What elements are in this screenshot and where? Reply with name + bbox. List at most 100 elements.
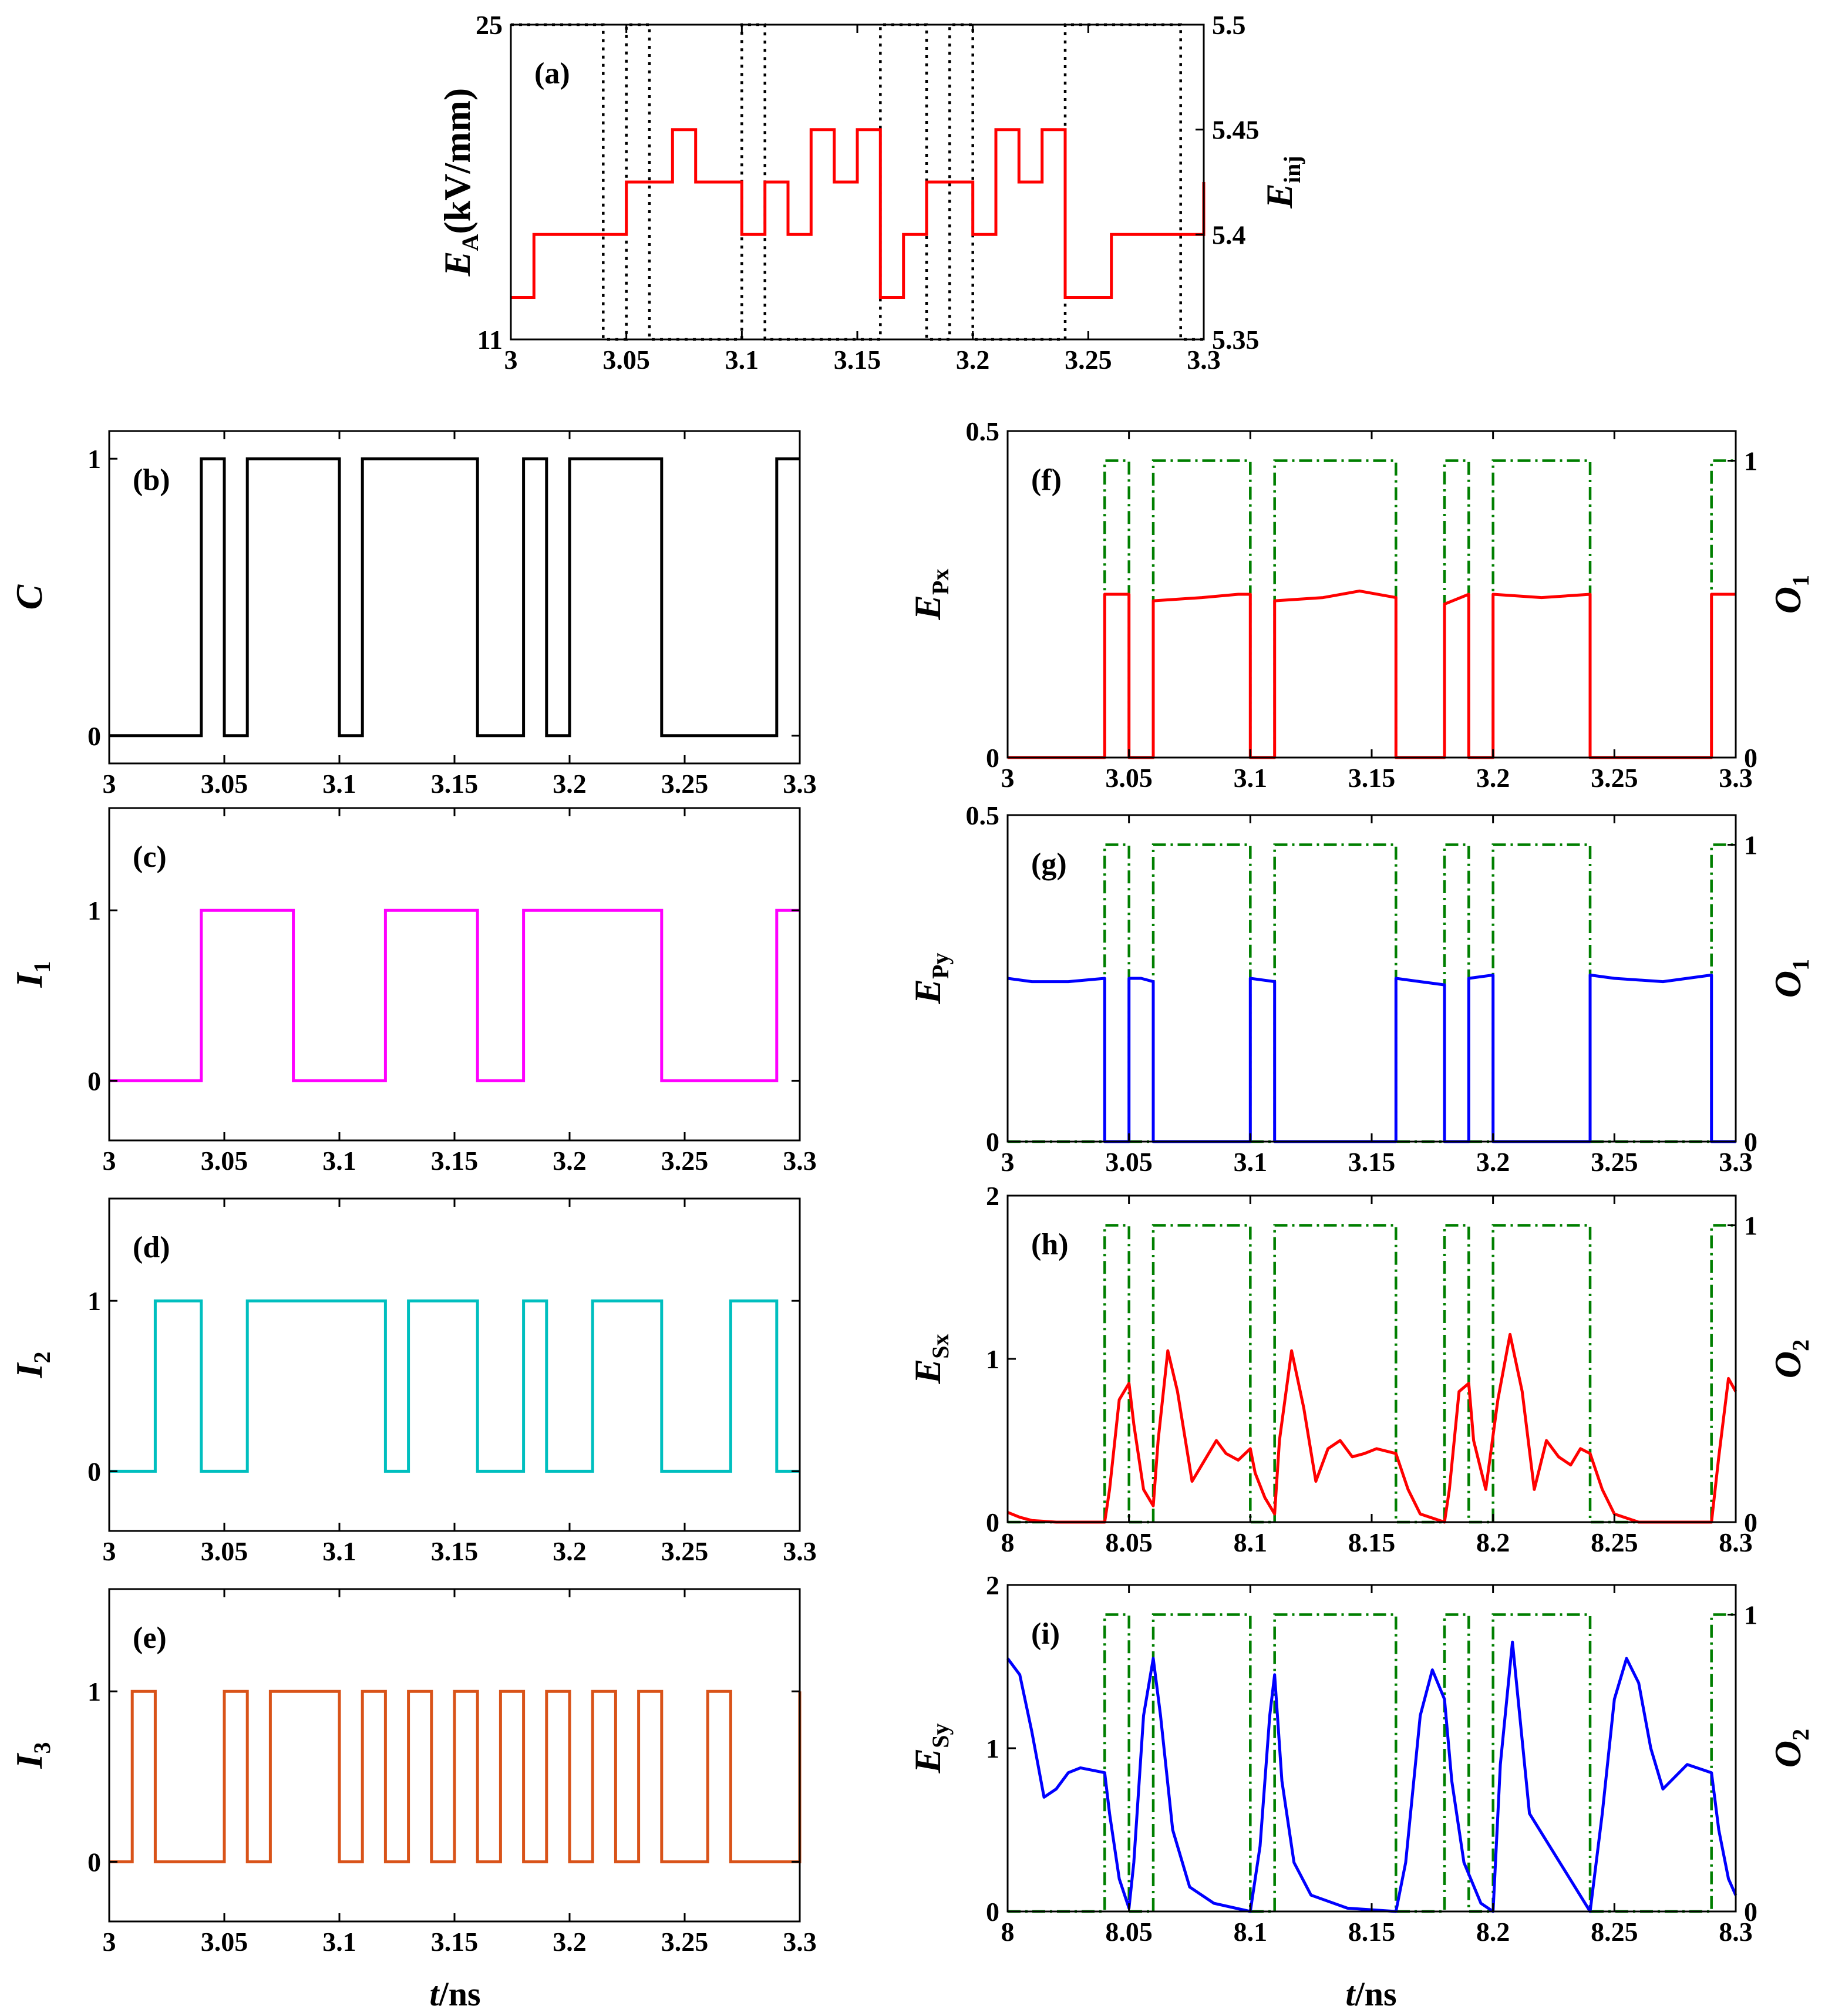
y-axis-title-d: I2 <box>8 1352 55 1379</box>
x-tick-label-d: 3.3 <box>783 1536 817 1566</box>
y-tick-label-right-i: 0 <box>1744 1897 1757 1927</box>
y-axis-title-g: EPy <box>907 953 954 1004</box>
y-tick-label-a: 25 <box>476 10 503 40</box>
x-tick-label-f: 3.2 <box>1476 763 1510 793</box>
x-tick-label-c: 3.2 <box>553 1146 587 1176</box>
panel-label-g: (g) <box>1031 847 1067 881</box>
x-tick-label-g: 3.25 <box>1591 1147 1638 1177</box>
x-tick-label-e: 3.25 <box>661 1927 709 1957</box>
x-tick-label-h: 8.3 <box>1719 1527 1753 1557</box>
y-tick-label-g: 0 <box>986 1127 999 1157</box>
x-tick-label-b: 3.15 <box>431 769 479 799</box>
series-c-i1 <box>109 908 800 1082</box>
y-tick-label-i: 2 <box>986 1570 999 1600</box>
panel-b: 3 3.05 3.1 3.15 3.2 3.25 3.3 0 1 (b) C <box>8 430 817 799</box>
series-h-o2 <box>1008 1224 1736 1524</box>
panel-label-h: (h) <box>1031 1228 1069 1261</box>
y-tick-label-b: 1 <box>87 444 101 474</box>
x-tick-label-c: 3.05 <box>201 1146 248 1176</box>
x-axis-title-left-text: t/ns <box>429 1975 480 2013</box>
x-tick-label-f: 3.05 <box>1105 763 1153 793</box>
y-tick-label-c: 1 <box>87 896 101 925</box>
x-tick-label-g: 3.1 <box>1234 1147 1268 1177</box>
y-axis-title-i: ESy <box>907 1724 954 1774</box>
x-tick-label-h: 8.15 <box>1348 1527 1396 1557</box>
y-tick-label-right-g: 1 <box>1744 830 1757 860</box>
y-axis-title-right-i: O2 <box>1767 1729 1814 1768</box>
x-tick-label-e: 3.1 <box>322 1927 356 1957</box>
x-tick-label-f: 3.3 <box>1719 763 1753 793</box>
x-tick-label-a: 3.15 <box>834 345 881 375</box>
x-tick-label-b: 3.2 <box>553 769 587 799</box>
x-tick-label-a: 3.3 <box>1187 345 1221 375</box>
x-tick-label-h: 8.1 <box>1234 1527 1268 1557</box>
y-tick-label-e: 0 <box>87 1847 101 1877</box>
y-tick-label-h: 0 <box>986 1507 999 1537</box>
x-tick-label-c: 3.3 <box>783 1146 817 1176</box>
y-axis-title-b: C <box>8 584 50 610</box>
x-tick-label-g: 3.15 <box>1348 1147 1396 1177</box>
x-tick-label-d: 3.2 <box>553 1536 587 1566</box>
x-tick-label-i: 8.05 <box>1105 1917 1153 1947</box>
x-axis-title-right: t/ns <box>1345 1975 1396 2013</box>
x-tick-label-h: 8.2 <box>1476 1527 1510 1557</box>
x-tick-label-d: 3.25 <box>661 1536 709 1566</box>
series-d-i2 <box>109 1299 800 1473</box>
x-tick-label-e: 3.15 <box>431 1927 479 1957</box>
x-tick-label-h: 8 <box>1001 1527 1015 1557</box>
x-tick-label-f: 3.1 <box>1234 763 1268 793</box>
series-g-e-py <box>1007 973 1736 1143</box>
y-axis-title-e: I3 <box>8 1742 55 1769</box>
x-axis-title-left: t/ns <box>429 1975 480 2013</box>
y-tick-label-f: 0 <box>986 743 999 773</box>
y-tick-label-right-f: 0 <box>1744 743 1757 773</box>
x-tick-label-d: 3.1 <box>322 1536 356 1566</box>
y-axis-title-h: ESx <box>907 1334 954 1385</box>
y-tick-label-right-a: 5.5 <box>1212 10 1246 40</box>
x-tick-label-b: 3 <box>103 769 116 799</box>
panels-layer: 3 3.05 3.1 3.15 3.2 3.25 3.311255.355.45.455.5… <box>8 10 1814 1957</box>
x-tick-label-e: 3.3 <box>783 1927 817 1957</box>
y-tick-label-i: 1 <box>986 1734 999 1763</box>
y-axis-title-f: EPx <box>907 568 954 620</box>
series-f-e-px <box>1008 589 1736 759</box>
axes-frame-c <box>108 807 801 1142</box>
y-axis-title-c: I1 <box>8 961 55 988</box>
series-b-c <box>109 457 800 738</box>
y-tick-label-d: 0 <box>87 1456 101 1486</box>
x-tick-label-f: 3 <box>1001 763 1015 793</box>
x-tick-label-d: 3 <box>103 1536 116 1566</box>
y-tick-label-g: 0.5 <box>966 800 1000 830</box>
axes-frame-b <box>108 430 801 765</box>
y-axis-title-right-h: O2 <box>1767 1339 1814 1378</box>
x-tick-label-b: 3.05 <box>201 769 248 799</box>
x-tick-label-i: 8.15 <box>1348 1917 1396 1947</box>
x-tick-label-f: 3.25 <box>1591 763 1638 793</box>
x-tick-label-g: 3 <box>1001 1147 1015 1177</box>
x-tick-label-b: 3.1 <box>322 769 356 799</box>
axes-frame-d <box>108 1197 801 1532</box>
panel-a: 3 3.05 3.1 3.15 3.2 3.25 3.3 11 25 5.35 5.4 5.45 5.5… <box>436 10 1305 375</box>
series-f-o1 <box>1008 459 1736 759</box>
x-axis-title-right-text: t/ns <box>1345 1975 1396 2013</box>
x-tick-label-f: 3.15 <box>1348 763 1396 793</box>
panel-label-f: (f) <box>1031 463 1062 497</box>
x-tick-label-g: 3.05 <box>1105 1147 1153 1177</box>
x-tick-label-a: 3 <box>504 345 518 375</box>
panel-d: 3 3.05 3.1 3.15 3.2 3.25 3.3 0 1 (d) I2 <box>8 1197 817 1566</box>
y-tick-label-right-i: 1 <box>1744 1600 1757 1630</box>
series-h-e-sx <box>1007 1332 1738 1524</box>
x-tick-label-b: 3.25 <box>661 769 709 799</box>
x-tick-label-i: 8.2 <box>1476 1917 1510 1947</box>
x-tick-label-e: 3.05 <box>201 1927 248 1957</box>
y-tick-label-h: 2 <box>986 1181 999 1211</box>
y-axis-title-a: EA(kV/mm) <box>436 88 483 277</box>
series-a-e-a <box>511 23 1204 341</box>
y-axis-title-right-g: O1 <box>1767 959 1814 998</box>
y-tick-label-right-h: 1 <box>1744 1211 1757 1241</box>
series-i-e-sy <box>1006 1640 1738 1913</box>
